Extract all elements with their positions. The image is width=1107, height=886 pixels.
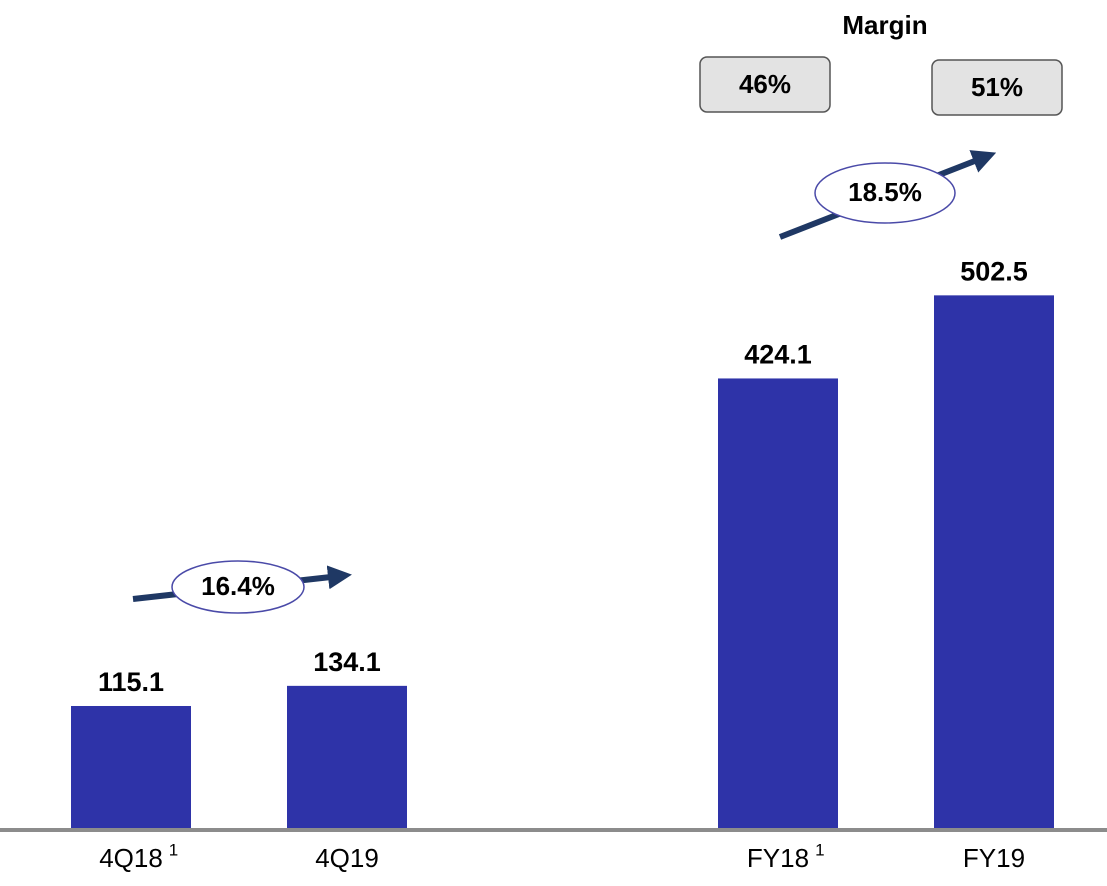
- growth-bubble: [171, 560, 305, 614]
- margin-title: Margin: [842, 10, 927, 40]
- bar: [71, 705, 191, 828]
- value-label: 424.1: [744, 340, 812, 370]
- bar: [934, 295, 1054, 829]
- footnote-marker: 1: [169, 840, 178, 859]
- footnote-marker: 1: [815, 840, 824, 859]
- margin-box: [931, 59, 1063, 116]
- value-label: 115.1: [98, 667, 164, 697]
- x-tick-label: 4Q18: [99, 843, 163, 873]
- margin-label: 46%: [739, 69, 791, 99]
- growth-label: 18.5%: [848, 177, 922, 207]
- x-tick-label: FY19: [963, 843, 1025, 873]
- growth-bubble: [814, 162, 956, 224]
- growth-label: 16.4%: [201, 571, 275, 601]
- bar: [718, 378, 838, 828]
- x-tick-label: FY18: [747, 843, 809, 873]
- x-tick-label: 4Q19: [315, 843, 379, 873]
- margin-label: 51%: [971, 72, 1023, 102]
- value-label: 502.5: [960, 256, 1028, 286]
- margin-box: [699, 56, 831, 113]
- bar: [287, 685, 407, 828]
- value-label: 134.1: [313, 647, 381, 677]
